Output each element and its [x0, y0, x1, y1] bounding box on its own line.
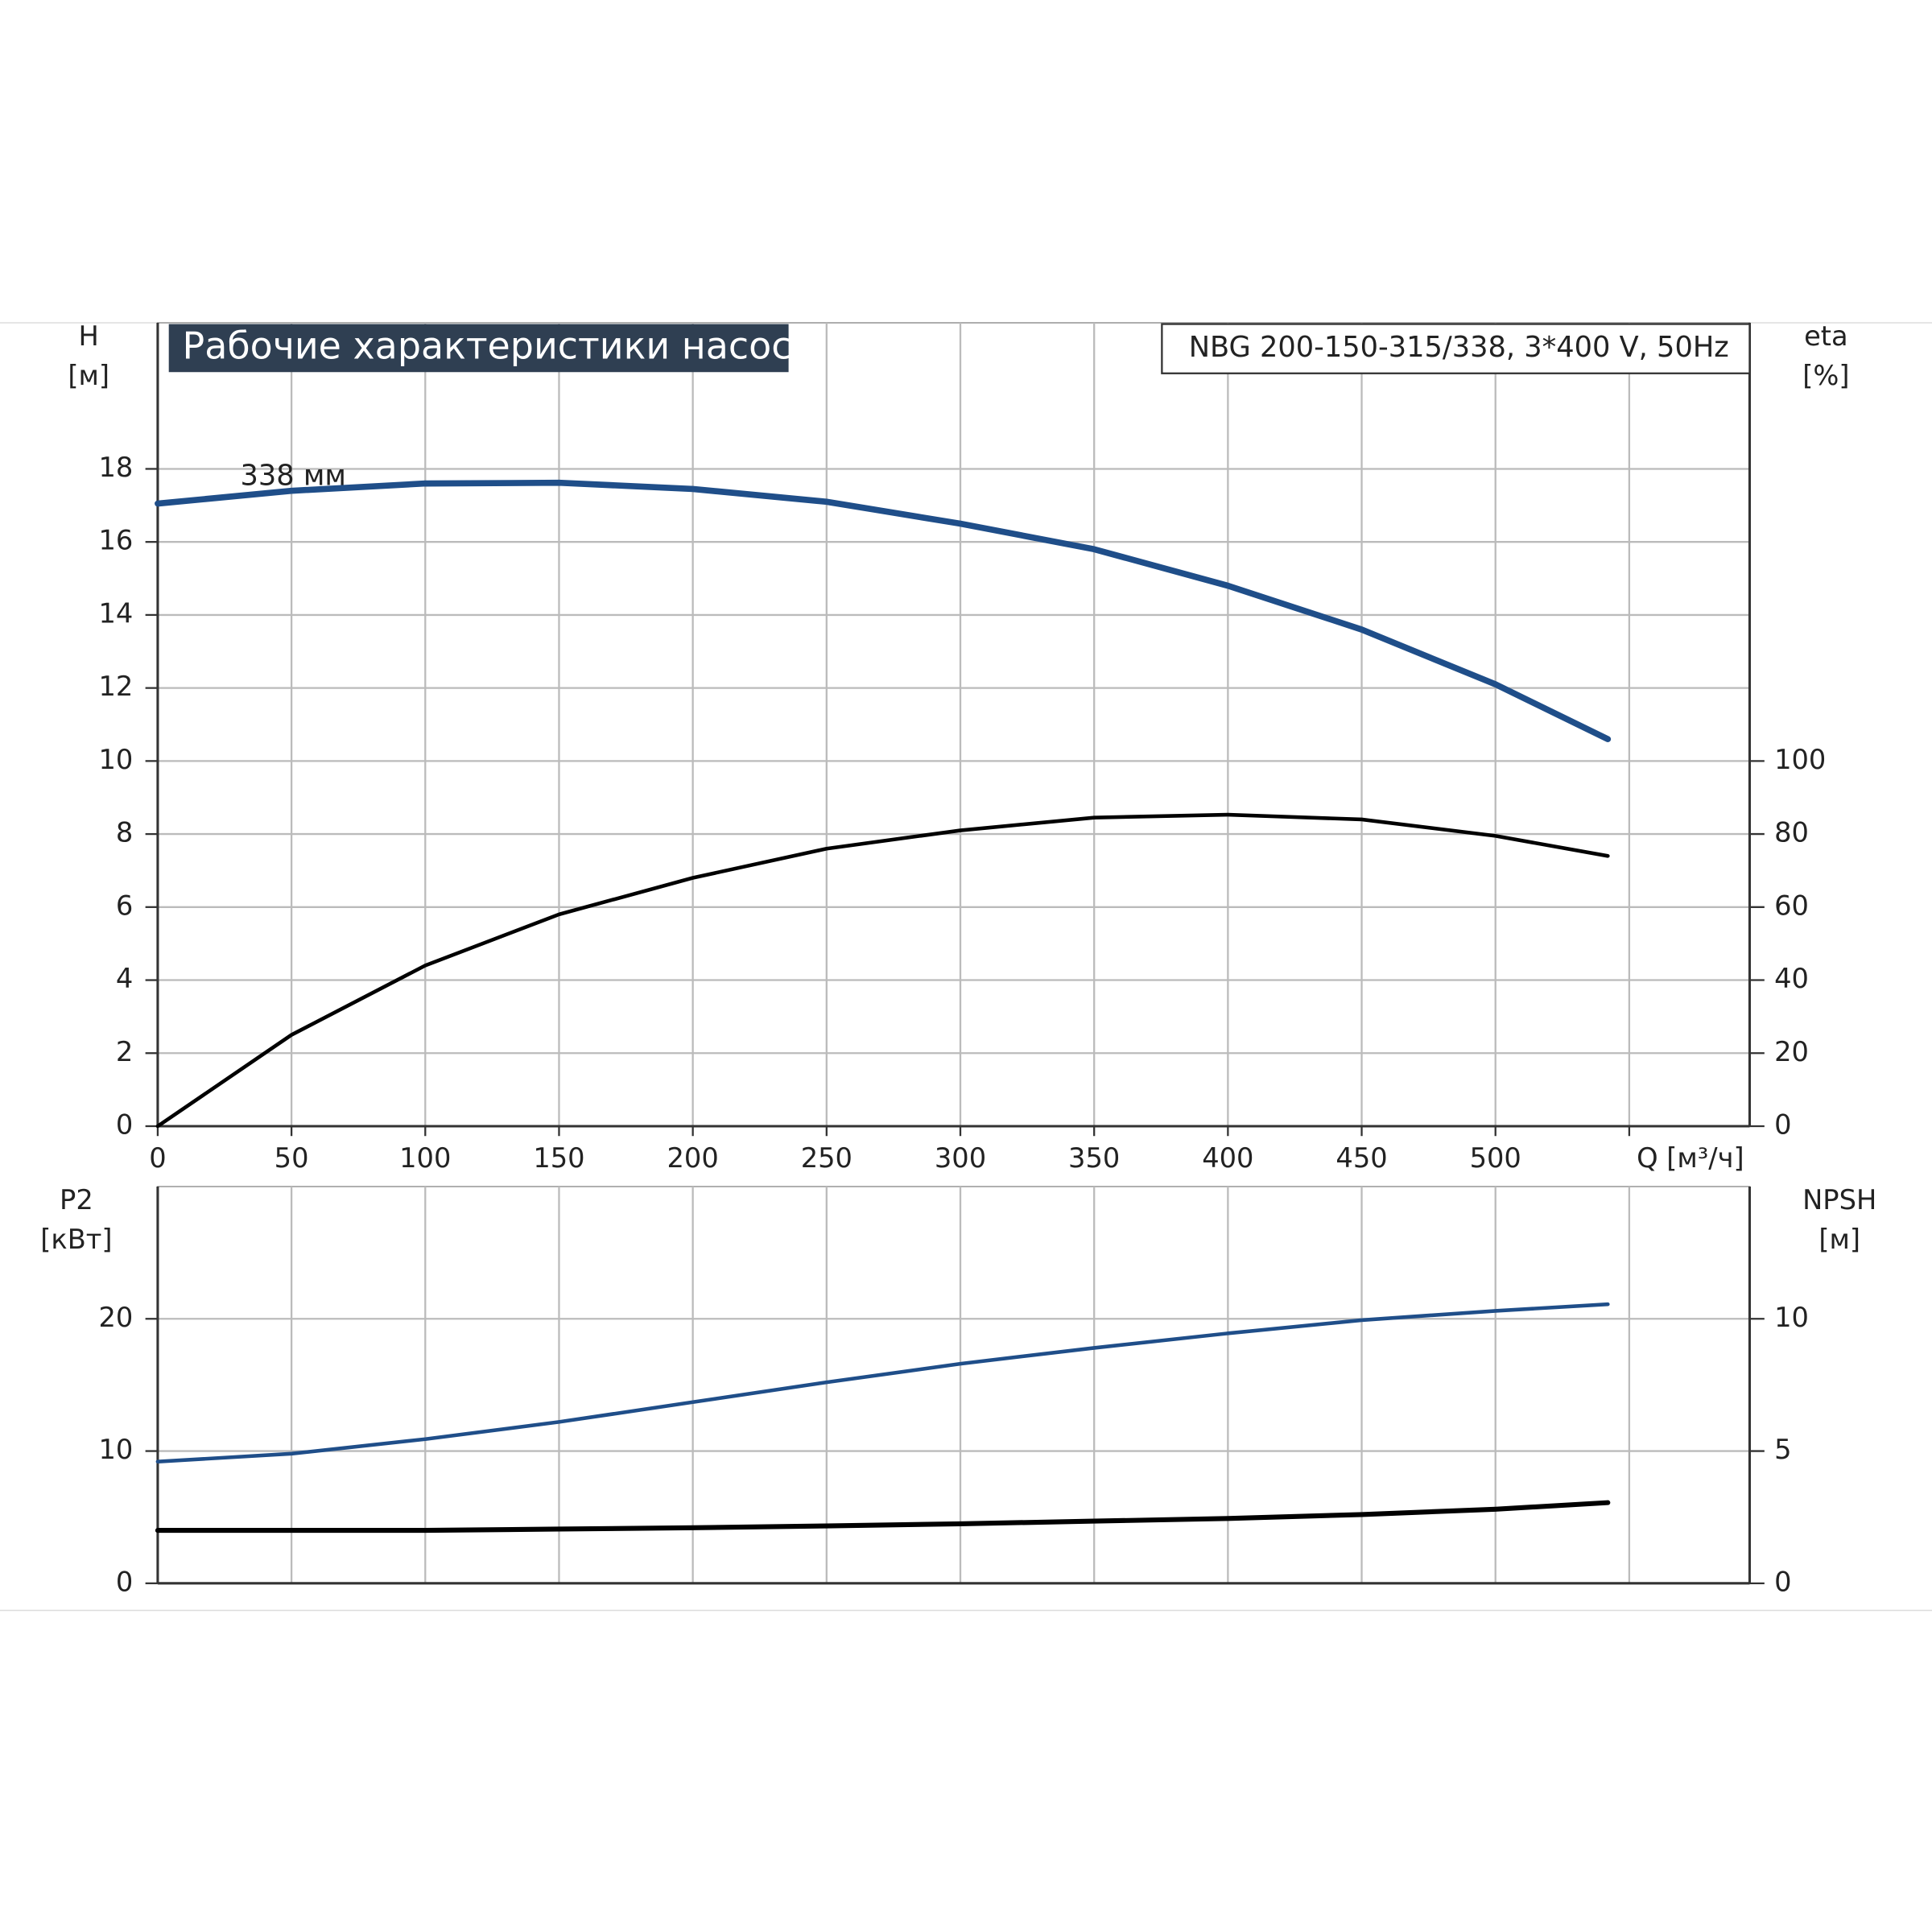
y-tick-label: 2: [116, 1036, 133, 1067]
y-tick-label: 4: [116, 963, 133, 994]
x-tick-label: Q [м³/ч]: [1637, 1142, 1744, 1174]
curve: [155, 1500, 1611, 1534]
x-tick-label: 400: [1202, 1142, 1253, 1174]
y2-tick-label: 5: [1774, 1434, 1791, 1465]
y-tick-label: 0: [116, 1108, 133, 1140]
y2-tick-label: 10: [1774, 1302, 1809, 1333]
plot-area: [157, 1186, 1751, 1584]
x-tick-label: 500: [1470, 1142, 1521, 1174]
y2-axis-label: eta: [1804, 320, 1848, 352]
y-axis-label: [кВт]: [40, 1224, 112, 1255]
y2-tick-label: 20: [1774, 1036, 1809, 1067]
x-tick-label: 450: [1335, 1142, 1387, 1174]
y-tick-label: 14: [98, 597, 133, 629]
y-tick-label: 0: [116, 1566, 133, 1597]
y-tick-label: 16: [98, 525, 133, 556]
y-axis-label: P2: [60, 1184, 93, 1216]
curve: [155, 1302, 1610, 1463]
y2-tick-label: 100: [1774, 744, 1826, 775]
plot-area: [157, 322, 1751, 1127]
y-axis-label: [м]: [68, 360, 109, 391]
y-axis-label: H: [79, 320, 99, 352]
y2-axis-label: [м]: [1818, 1224, 1860, 1255]
y-tick-label: 6: [116, 890, 133, 921]
chart-subtitle: NBG 200-150-315/338, 3*400 V, 50Hz: [1189, 331, 1729, 364]
y-tick-label: 10: [98, 1434, 133, 1465]
y2-tick-label: 80: [1774, 817, 1809, 848]
chart-title: Рабочие характеристики насоса: [183, 324, 815, 368]
title-box: [168, 324, 789, 373]
model-box: [1161, 323, 1751, 374]
x-tick-label: 100: [399, 1142, 451, 1174]
x-tick-label: 250: [801, 1142, 852, 1174]
curve: [155, 479, 1612, 742]
x-tick-label: 200: [667, 1142, 719, 1174]
y-tick-label: 12: [98, 671, 133, 702]
y2-tick-label: 0: [1774, 1566, 1791, 1597]
y2-tick-label: 60: [1774, 890, 1809, 921]
x-tick-label: 300: [935, 1142, 986, 1174]
y-tick-label: 18: [98, 452, 133, 483]
y2-axis-label: NPSH: [1802, 1184, 1876, 1216]
curve: [155, 812, 1610, 1129]
y-tick-label: 10: [98, 744, 133, 775]
y-tick-label: 8: [116, 817, 133, 848]
x-tick-label: 350: [1068, 1142, 1120, 1174]
x-tick-label: 50: [275, 1142, 309, 1174]
curve-label: 338 мм: [240, 459, 345, 492]
x-tick-label: 0: [149, 1142, 166, 1174]
x-tick-label: 150: [533, 1142, 584, 1174]
y2-tick-label: 40: [1774, 963, 1809, 994]
y-tick-label: 20: [98, 1302, 133, 1333]
y2-tick-label: 0: [1774, 1108, 1791, 1140]
y2-axis-label: [%]: [1802, 360, 1849, 391]
